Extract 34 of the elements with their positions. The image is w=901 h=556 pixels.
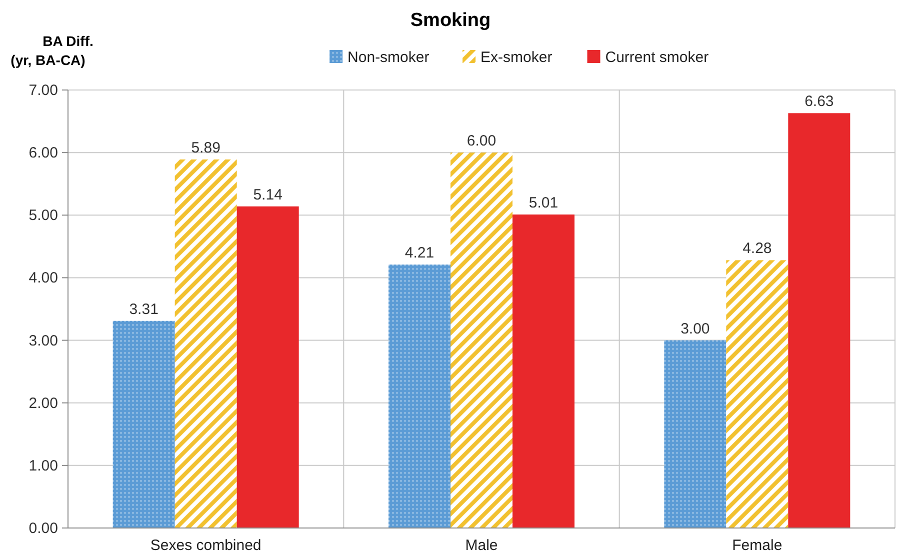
text: 5.14 <box>253 186 282 204</box>
x-tick-label: Male <box>465 537 498 554</box>
bar <box>174 159 237 528</box>
legend-label: Current smoker <box>605 49 709 66</box>
y-tick-label: 0.00 <box>28 520 58 537</box>
text: 5.01 <box>528 194 558 212</box>
text: 4.21 <box>404 244 434 262</box>
x-tick-label: Female <box>732 537 782 554</box>
x-tick-label: Sexes combined <box>150 537 262 554</box>
bar <box>664 340 726 528</box>
bar <box>726 260 788 528</box>
text: 5.89 <box>191 139 220 156</box>
text: 3.31 <box>129 300 158 318</box>
text: 3.00 <box>680 320 710 338</box>
text: 6.63 <box>804 93 834 110</box>
bar <box>388 264 450 528</box>
y-tick-label: 1.00 <box>28 457 58 474</box>
chart-title: Smoking <box>410 10 491 31</box>
bar <box>112 320 175 528</box>
text: 4.28 <box>742 240 772 258</box>
bar <box>788 113 850 528</box>
y-tick-label: 7.00 <box>28 82 58 99</box>
legend-label: Non-smoker <box>348 49 430 66</box>
y-tick-label: 3.00 <box>28 332 58 350</box>
bar <box>236 206 299 528</box>
legend-label: Ex-smoker <box>480 49 552 66</box>
y-axis-title: BA Diff. (yr, BA-CA) <box>10 33 94 68</box>
bar <box>512 214 574 528</box>
text: 6.00 <box>466 132 496 150</box>
y-tick-label: 5.00 <box>28 207 58 224</box>
y-tick-label: 4.00 <box>28 270 58 287</box>
bar <box>450 152 512 528</box>
y-tick-label: 6.00 <box>28 144 58 162</box>
y-tick-label: 2.00 <box>28 394 58 412</box>
